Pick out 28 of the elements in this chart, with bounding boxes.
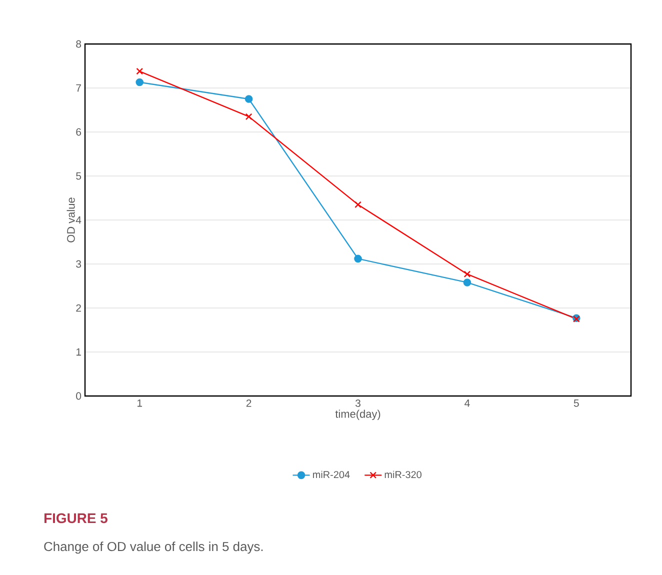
point <box>244 95 253 103</box>
y-axis-title: OD value <box>66 198 75 242</box>
y-tick-label: 1 <box>76 348 81 356</box>
point <box>136 78 144 86</box>
point <box>354 254 362 263</box>
y-tick-label: 5 <box>76 172 82 180</box>
text: FIGURE 5 <box>44 513 108 524</box>
point <box>463 278 472 286</box>
text: Change of OD value of cells in 5 days. <box>44 542 263 554</box>
y-tick-label: 8 <box>76 40 82 48</box>
x-tick-label: 5 <box>574 400 579 407</box>
legend-label: miR-320 <box>384 470 422 478</box>
y-tick-label: 6 <box>76 128 82 136</box>
point <box>354 201 362 208</box>
y-tick-label: 0 <box>76 392 82 400</box>
y-tick-label: 3 <box>76 260 82 268</box>
x-tick-label: 1 <box>137 400 142 407</box>
x-axis-title: time(day) <box>335 410 380 420</box>
x-tick-label: 2 <box>246 400 252 407</box>
x-tick-label: 4 <box>464 400 470 407</box>
x-tick-label: 3 <box>355 400 360 407</box>
legend-label: miR-204 <box>313 470 350 478</box>
point <box>245 113 252 120</box>
y-tick-label: 4 <box>76 216 82 224</box>
y-tick-label: 7 <box>76 84 81 92</box>
point <box>464 270 471 278</box>
y-tick-label: 2 <box>76 304 81 312</box>
point <box>136 68 144 75</box>
